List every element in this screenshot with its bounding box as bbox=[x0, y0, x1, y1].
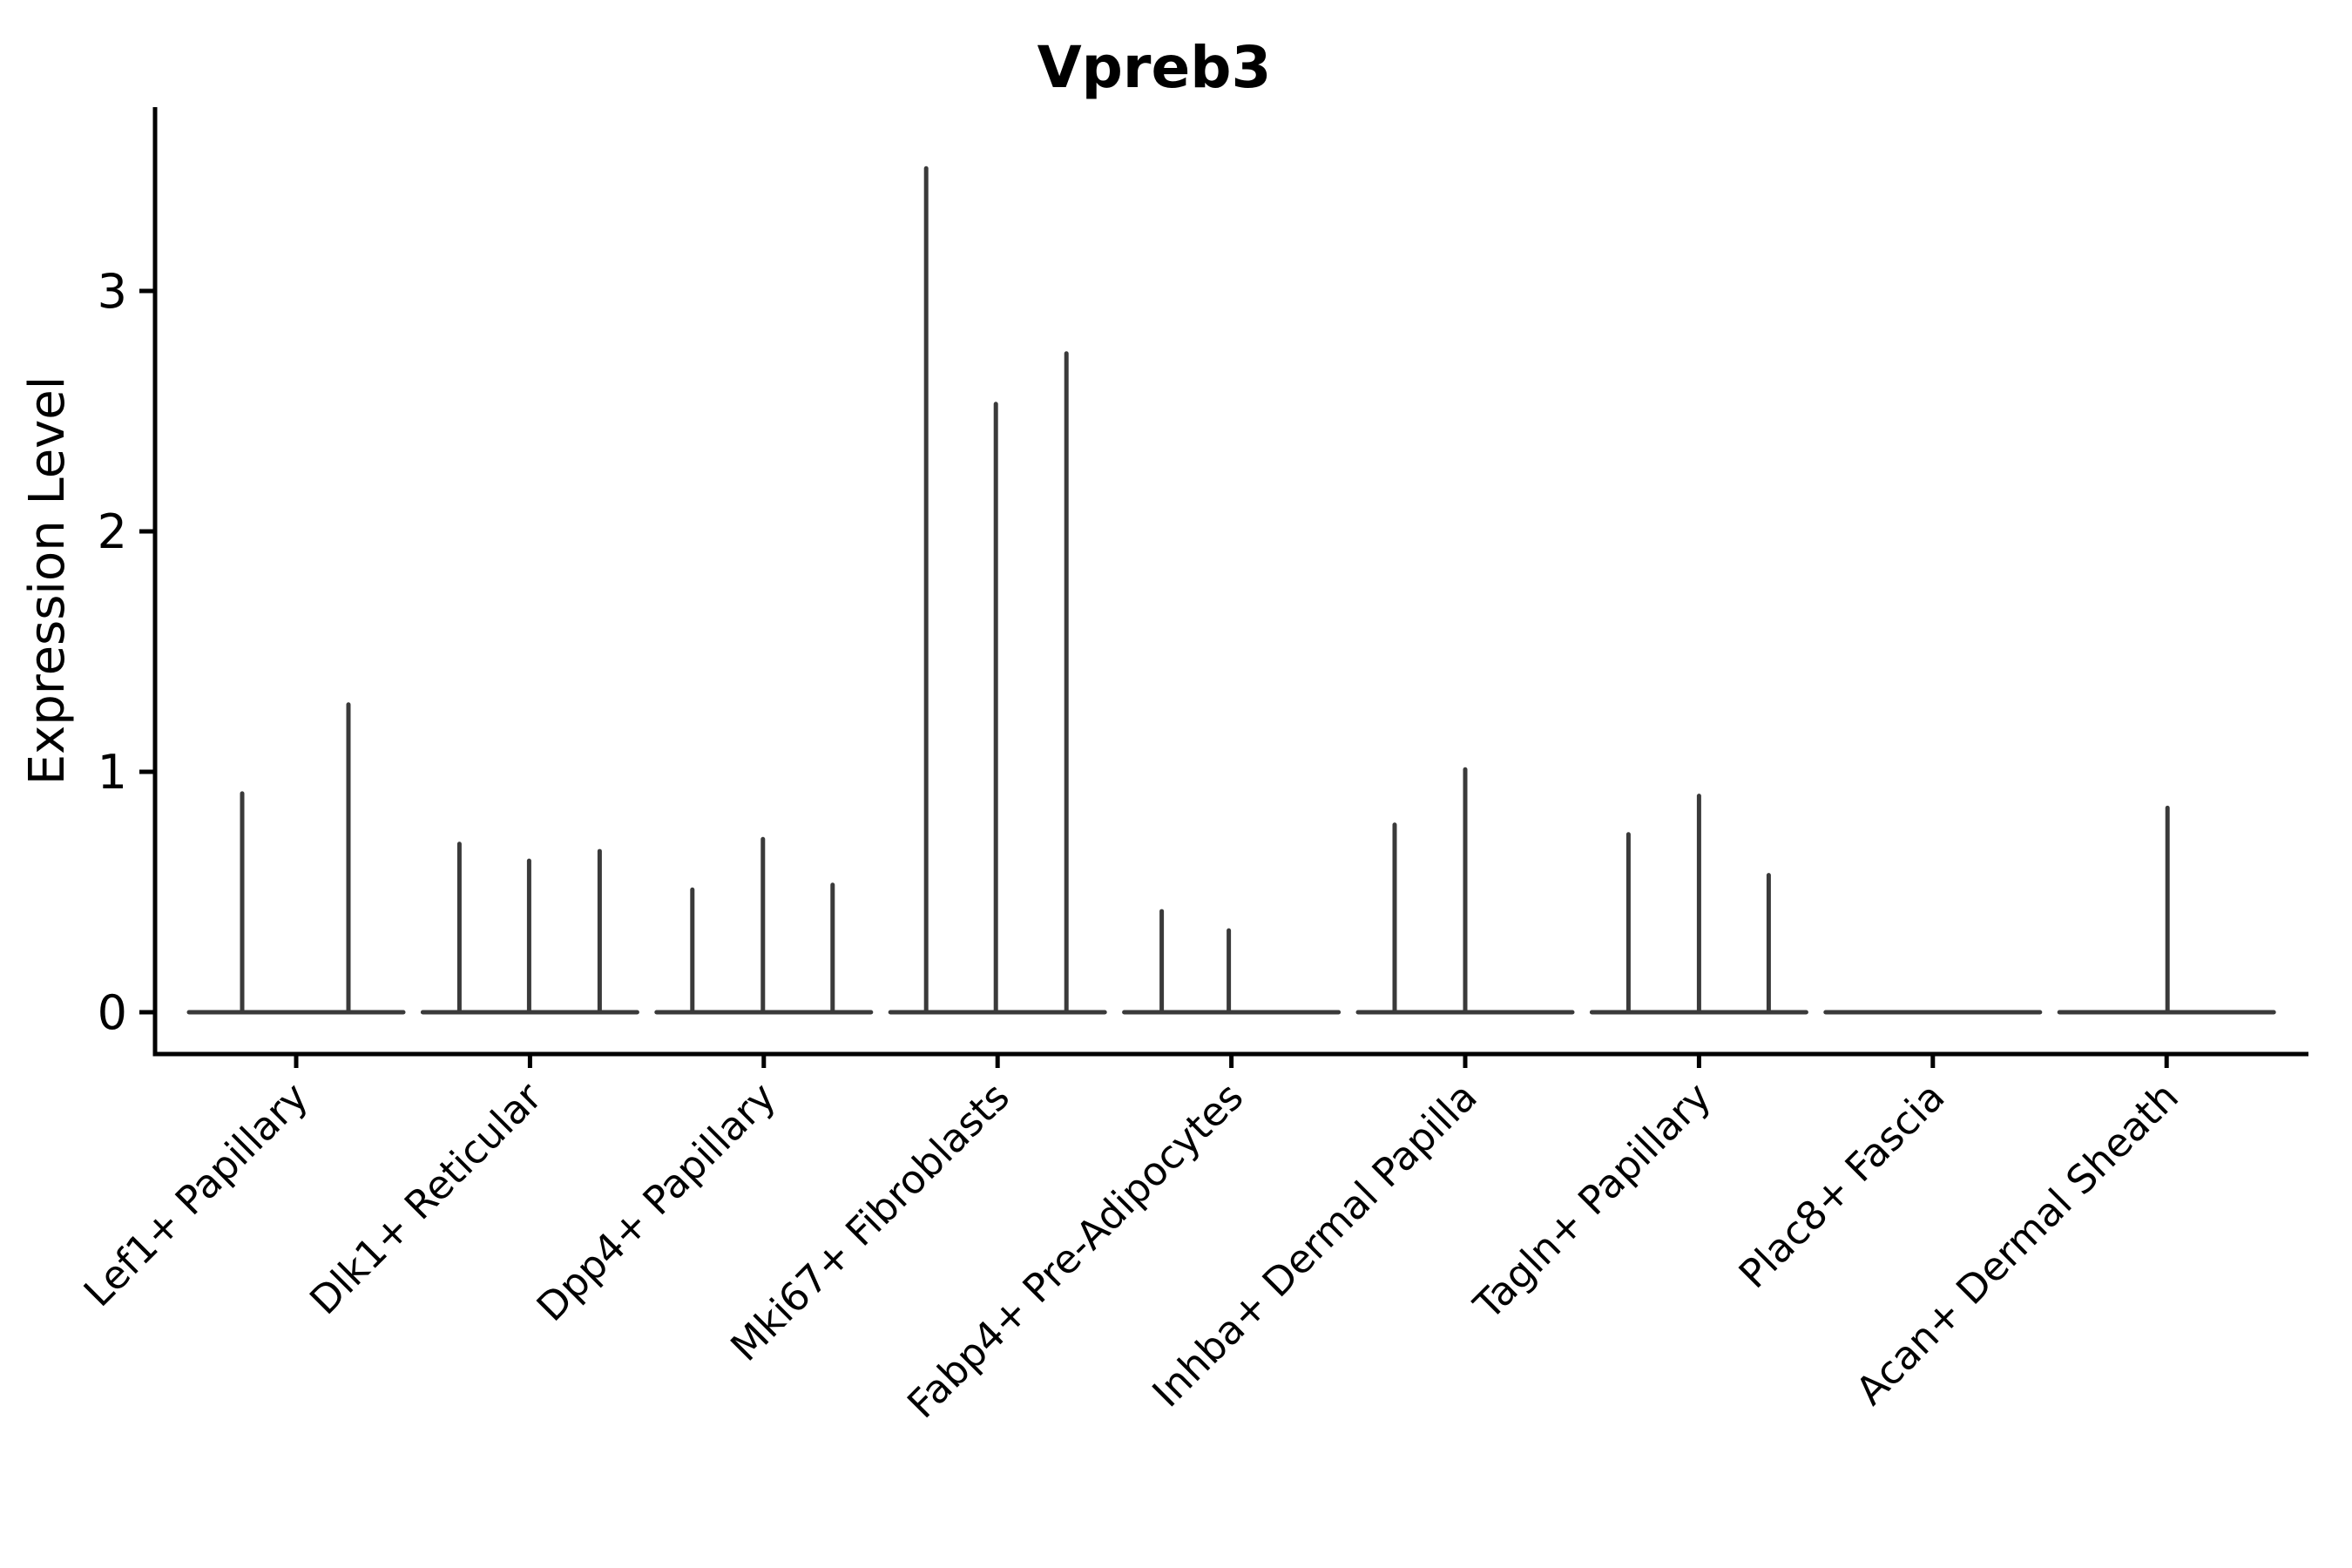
y-axis-label: Expression Level bbox=[19, 376, 76, 786]
violin-group bbox=[654, 836, 874, 1015]
y-tick-label: 1 bbox=[98, 745, 127, 800]
violin-group bbox=[888, 166, 1107, 1015]
violin-group bbox=[1122, 909, 1342, 1015]
y-tick-label: 2 bbox=[98, 504, 127, 559]
violin-group bbox=[420, 841, 639, 1015]
violin-group bbox=[2057, 805, 2276, 1015]
y-tick-label: 0 bbox=[98, 985, 127, 1040]
page-title: Vpreb3 bbox=[1037, 34, 1272, 101]
violin-group bbox=[1589, 794, 1808, 1015]
violin-group bbox=[1355, 767, 1575, 1015]
violin-group bbox=[186, 702, 406, 1015]
y-tick-label: 3 bbox=[98, 264, 127, 319]
